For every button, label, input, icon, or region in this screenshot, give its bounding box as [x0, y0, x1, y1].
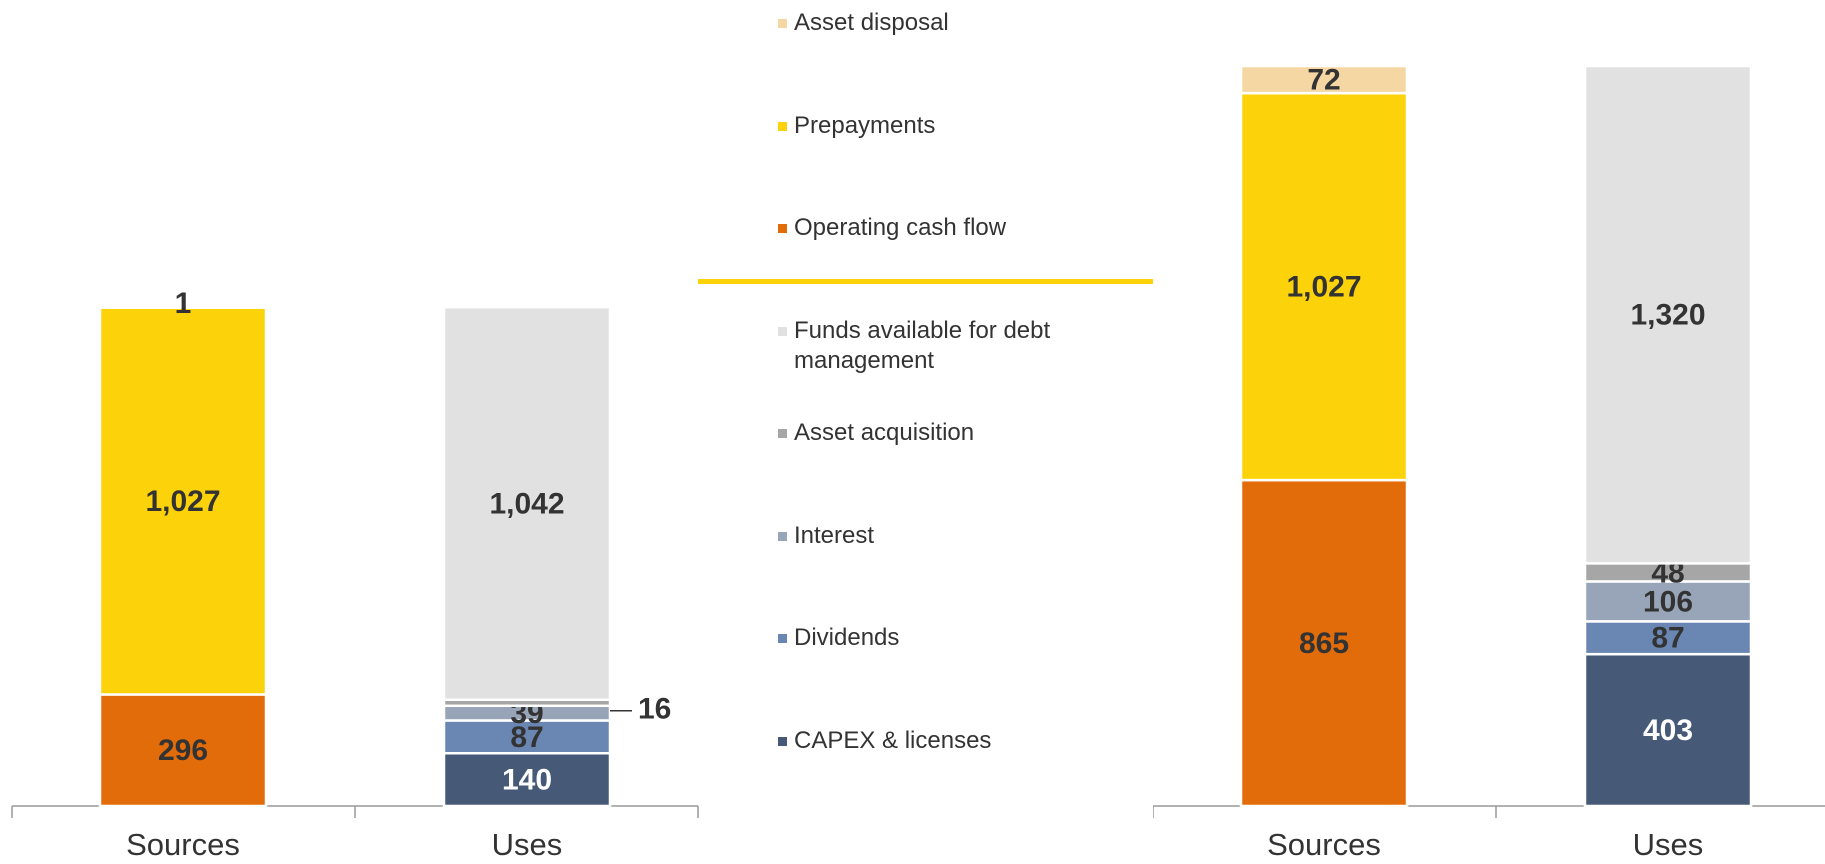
bar-segment	[442, 305, 612, 701]
legend-entry: CAPEX & licenses	[778, 726, 1108, 756]
value-label: 1,027	[1286, 271, 1361, 304]
legend-swatch	[778, 224, 787, 233]
value-label: 16	[638, 693, 671, 726]
value-label: 106	[1643, 585, 1693, 618]
legend-label: Operating cash flow	[794, 214, 1007, 241]
legend-swatch	[778, 736, 787, 746]
legend-swatch	[778, 634, 787, 643]
legend-entry: Funds available for debt management	[778, 316, 1108, 376]
legend-label: Asset acquisition	[794, 419, 975, 446]
bar-segment	[1583, 580, 1753, 623]
value-label: 1,042	[489, 487, 564, 520]
legend-swatch	[778, 429, 787, 438]
value-label: 403	[1643, 714, 1693, 747]
legend-swatch	[778, 19, 787, 28]
x-tick-label: Uses	[492, 827, 563, 862]
legend-entry: Asset acquisition	[778, 418, 1108, 448]
bar-segment	[1239, 64, 1409, 95]
legend-entry: Interest	[778, 521, 1108, 551]
legend-swatch	[778, 121, 787, 131]
bar-segment	[98, 693, 268, 808]
legend-swatch	[778, 326, 787, 336]
legend-entry: Operating cash flow	[778, 213, 1108, 243]
value-label: 72	[1307, 63, 1340, 96]
value-label: 87	[510, 721, 543, 754]
legend-entry: Asset disposal	[778, 8, 1108, 38]
value-label: 1	[175, 287, 192, 320]
value-label: 1,320	[1630, 299, 1705, 332]
x-tick-label: Sources	[1267, 827, 1381, 862]
legend-label: Interest	[794, 521, 875, 549]
value-label: 865	[1299, 627, 1349, 660]
x-tick-label: Uses	[1633, 827, 1704, 862]
legend-swatch	[778, 531, 787, 541]
legend-label: Funds available for debt management	[794, 316, 1051, 374]
legend-entry: Prepayments	[778, 111, 1108, 141]
legend-entry: Dividends	[778, 623, 1108, 653]
x-tick-label: Sources	[126, 827, 240, 862]
bar-segment	[98, 306, 268, 696]
bar-segment	[1239, 91, 1409, 482]
value-label: 87	[1651, 622, 1684, 655]
value-label: 296	[158, 734, 208, 767]
bar-segment	[1583, 652, 1753, 808]
value-label: 140	[502, 764, 552, 797]
bar-segment	[1583, 620, 1753, 656]
legend-label: Dividends	[794, 624, 900, 651]
legend-label: Prepayments	[794, 111, 936, 139]
bar-segment	[1583, 64, 1753, 565]
bar-segment	[98, 305, 268, 309]
bar-segment	[442, 719, 612, 755]
value-label: 1,027	[145, 485, 220, 518]
legend-label: CAPEX & licenses	[794, 726, 992, 754]
legend-divider	[698, 279, 1153, 284]
legend-label: Asset disposal	[794, 9, 949, 36]
